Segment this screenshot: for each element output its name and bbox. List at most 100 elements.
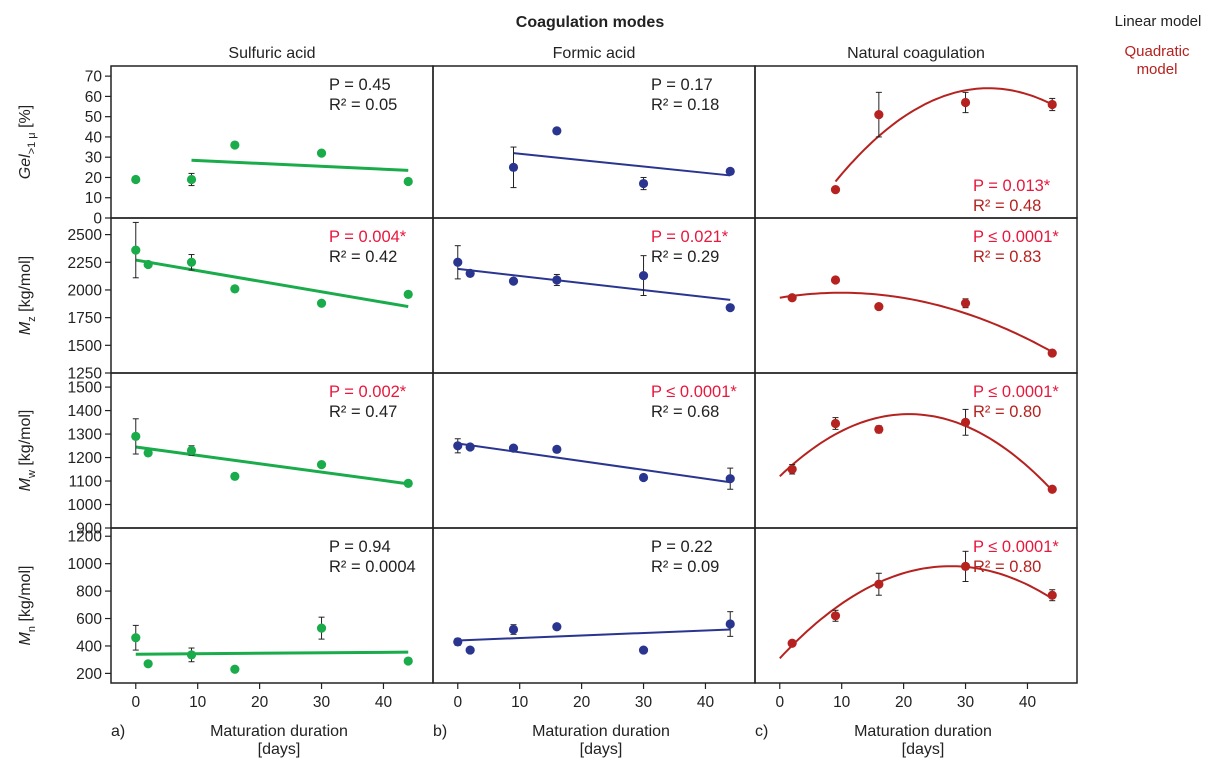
y-label-unit: [kg/mol] [17, 410, 34, 470]
data-point [230, 140, 240, 150]
panel-frame [754, 527, 1078, 684]
x-tick-label: 40 [375, 694, 393, 711]
y-tick-label: 0 [93, 211, 102, 228]
x-tick-label: 20 [895, 694, 913, 711]
panel-letter: b) [433, 723, 447, 740]
y-label-unit: [kg/mol] [17, 566, 34, 626]
data-point [186, 445, 197, 456]
y-tick-label: 400 [76, 638, 102, 655]
fit-line [457, 628, 731, 642]
x-tick-label: 20 [251, 694, 269, 711]
data-point [830, 418, 841, 429]
p-value: P ≤ 0.0001* [973, 228, 1059, 246]
column-title: Formic acid [553, 45, 636, 62]
data-point [830, 611, 841, 621]
fit-line [135, 258, 409, 309]
y-tick-label: 2250 [68, 255, 103, 272]
y-tick-label: 200 [76, 666, 102, 683]
y-tick-label: 40 [85, 129, 103, 146]
r-squared: R² = 0.48 [973, 197, 1041, 215]
y-tick-label: 1500 [68, 380, 103, 397]
data-point [638, 178, 649, 189]
fit-line [191, 158, 409, 172]
data-point [725, 619, 735, 629]
y-label-unit: [%] [17, 105, 34, 133]
panel-letter: c) [755, 723, 768, 740]
y-tick-label: 1200 [68, 529, 103, 546]
data-point [552, 126, 562, 136]
data-point [186, 650, 197, 660]
fit-line [513, 152, 731, 177]
x-tick-label: 40 [697, 694, 715, 711]
fit-line [457, 442, 731, 484]
data-point [131, 174, 141, 185]
y-tick-label: 800 [76, 584, 102, 601]
data-point [638, 270, 649, 281]
data-point [131, 431, 141, 442]
data-point [465, 645, 475, 655]
data-point [787, 293, 797, 303]
legend-linear-label: Linear model [1115, 13, 1202, 30]
r-squared: R² = 0.80 [973, 558, 1041, 576]
legend-quadratic-line2: model [1137, 61, 1178, 78]
panel-frame [754, 65, 1078, 219]
data-point [830, 185, 841, 195]
y-axis-label: Gel>1 μ [%] [17, 105, 38, 179]
data-point [230, 284, 240, 294]
x-axis-label: Maturation duration [854, 723, 992, 740]
p-value: P = 0.004* [329, 228, 407, 246]
y-label-main: Gel [17, 154, 34, 179]
r-squared: R² = 0.42 [329, 248, 397, 266]
x-tick-label: 40 [1019, 694, 1037, 711]
y-tick-label: 1400 [68, 403, 103, 420]
y-tick-label: 2500 [68, 227, 103, 244]
y-tick-label: 1100 [69, 474, 103, 491]
data-point [725, 166, 735, 176]
y-label-sub: >1 μ [26, 132, 38, 154]
data-point [508, 443, 519, 453]
supertitle: Coagulation modes [516, 14, 665, 31]
data-point [186, 174, 197, 185]
data-point [508, 624, 519, 635]
data-point [787, 638, 797, 648]
y-tick-label: 50 [85, 109, 103, 126]
fit-line [457, 267, 731, 301]
r-squared: R² = 0.68 [651, 403, 719, 421]
y-tick-label: 1250 [68, 366, 103, 383]
data-point [830, 275, 841, 285]
data-point [143, 259, 153, 270]
panel-letter: a) [111, 723, 125, 740]
data-point [316, 298, 327, 308]
data-point [874, 301, 884, 312]
y-label-unit: [kg/mol] [17, 256, 34, 316]
x-tick-label: 0 [131, 694, 140, 711]
data-point [230, 664, 240, 674]
y-axis-label: Mz [kg/mol] [17, 256, 38, 335]
x-tick-label: 0 [453, 694, 462, 711]
fit-curve [834, 87, 1053, 183]
p-value: P = 0.17 [651, 76, 713, 94]
y-tick-label: 1500 [68, 338, 103, 355]
data-point [874, 579, 884, 589]
y-tick-label: 20 [85, 170, 103, 187]
panel-frames [110, 65, 1078, 684]
data-point [787, 464, 797, 474]
data-point [316, 459, 327, 470]
data-point [453, 637, 463, 647]
r-squared: R² = 0.09 [651, 558, 719, 576]
data-point [638, 645, 649, 655]
fit-curve [779, 413, 1053, 492]
data-point [552, 444, 562, 454]
y-axis-label: Mw [kg/mol] [17, 410, 38, 492]
x-tick-label: 10 [511, 694, 529, 711]
x-tick-label: 10 [189, 694, 207, 711]
x-tick-label: 30 [635, 694, 653, 711]
x-axis-label: Maturation duration [532, 723, 670, 740]
data-point [1047, 590, 1057, 600]
y-tick-label: 60 [85, 89, 103, 106]
r-squared: R² = 0.80 [973, 403, 1041, 421]
y-label-main: M [17, 631, 34, 645]
p-value: P = 0.94 [329, 538, 391, 556]
y-label-sub: z [26, 316, 38, 322]
